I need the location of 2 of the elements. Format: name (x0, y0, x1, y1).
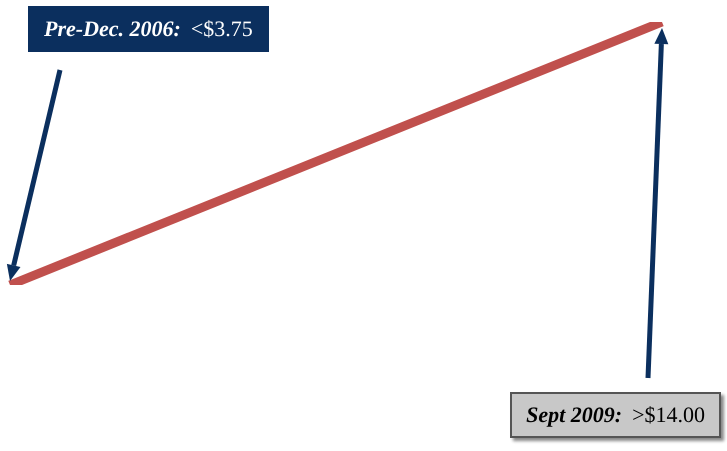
text: Sept 2009: >$14.00 (510, 392, 721, 438)
annotation: Pre-Dec. 2006: <$3.75 (28, 6, 269, 52)
